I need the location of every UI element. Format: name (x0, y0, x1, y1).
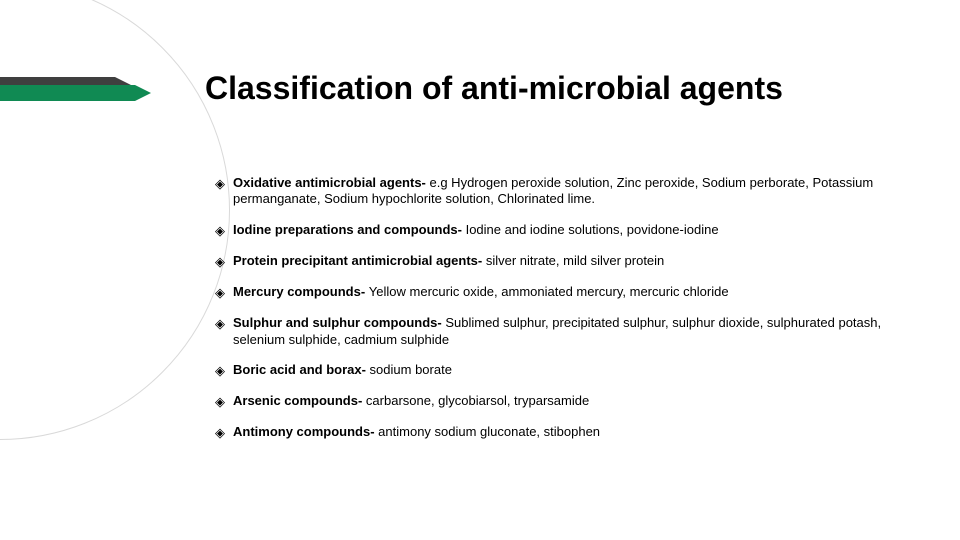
list-item-text: Iodine preparations and compounds- Iodin… (233, 222, 719, 238)
bullet-list: ◈ Oxidative antimicrobial agents- e.g Hy… (215, 175, 905, 456)
list-item-rest: carbarsone, glycobiarsol, tryparsamide (366, 393, 589, 408)
list-item-bold: Mercury compounds- (233, 284, 369, 299)
list-item: ◈ Mercury compounds- Yellow mercuric oxi… (215, 284, 905, 301)
list-item: ◈ Protein precipitant antimicrobial agen… (215, 253, 905, 270)
diamond-bullet-icon: ◈ (215, 254, 233, 270)
list-item-text: Oxidative antimicrobial agents- e.g Hydr… (233, 175, 905, 208)
list-item-bold: Iodine preparations and compounds- (233, 222, 466, 237)
diamond-bullet-icon: ◈ (215, 316, 233, 332)
list-item-bold: Boric acid and borax- (233, 362, 370, 377)
list-item-bold: Antimony compounds- (233, 424, 378, 439)
list-item-bold: Arsenic compounds- (233, 393, 366, 408)
list-item-bold: Sulphur and sulphur compounds- (233, 315, 445, 330)
list-item: ◈ Boric acid and borax- sodium borate (215, 362, 905, 379)
list-item-rest: sodium borate (370, 362, 452, 377)
list-item-rest: silver nitrate, mild silver protein (486, 253, 664, 268)
list-item: ◈ Iodine preparations and compounds- Iod… (215, 222, 905, 239)
diamond-bullet-icon: ◈ (215, 394, 233, 410)
diamond-bullet-icon: ◈ (215, 285, 233, 301)
list-item: ◈ Sulphur and sulphur compounds- Sublime… (215, 315, 905, 348)
list-item-text: Protein precipitant antimicrobial agents… (233, 253, 664, 269)
list-item-rest: Yellow mercuric oxide, ammoniated mercur… (369, 284, 729, 299)
page-title: Classification of anti-microbial agents (205, 70, 783, 107)
list-item-text: Mercury compounds- Yellow mercuric oxide… (233, 284, 729, 300)
diamond-bullet-icon: ◈ (215, 425, 233, 441)
accent-bar (0, 85, 135, 101)
list-item-text: Boric acid and borax- sodium borate (233, 362, 452, 378)
diamond-bullet-icon: ◈ (215, 176, 233, 192)
list-item: ◈ Arsenic compounds- carbarsone, glycobi… (215, 393, 905, 410)
list-item-rest: Iodine and iodine solutions, povidone-io… (466, 222, 719, 237)
list-item-text: Antimony compounds- antimony sodium gluc… (233, 424, 600, 440)
list-item-text: Sulphur and sulphur compounds- Sublimed … (233, 315, 905, 348)
list-item-bold: Oxidative antimicrobial agents- (233, 175, 430, 190)
diamond-bullet-icon: ◈ (215, 363, 233, 379)
diamond-bullet-icon: ◈ (215, 223, 233, 239)
list-item: ◈ Oxidative antimicrobial agents- e.g Hy… (215, 175, 905, 208)
list-item-text: Arsenic compounds- carbarsone, glycobiar… (233, 393, 589, 409)
decorative-arc (0, 0, 230, 440)
list-item-bold: Protein precipitant antimicrobial agents… (233, 253, 486, 268)
list-item: ◈ Antimony compounds- antimony sodium gl… (215, 424, 905, 441)
list-item-rest: antimony sodium gluconate, stibophen (378, 424, 600, 439)
